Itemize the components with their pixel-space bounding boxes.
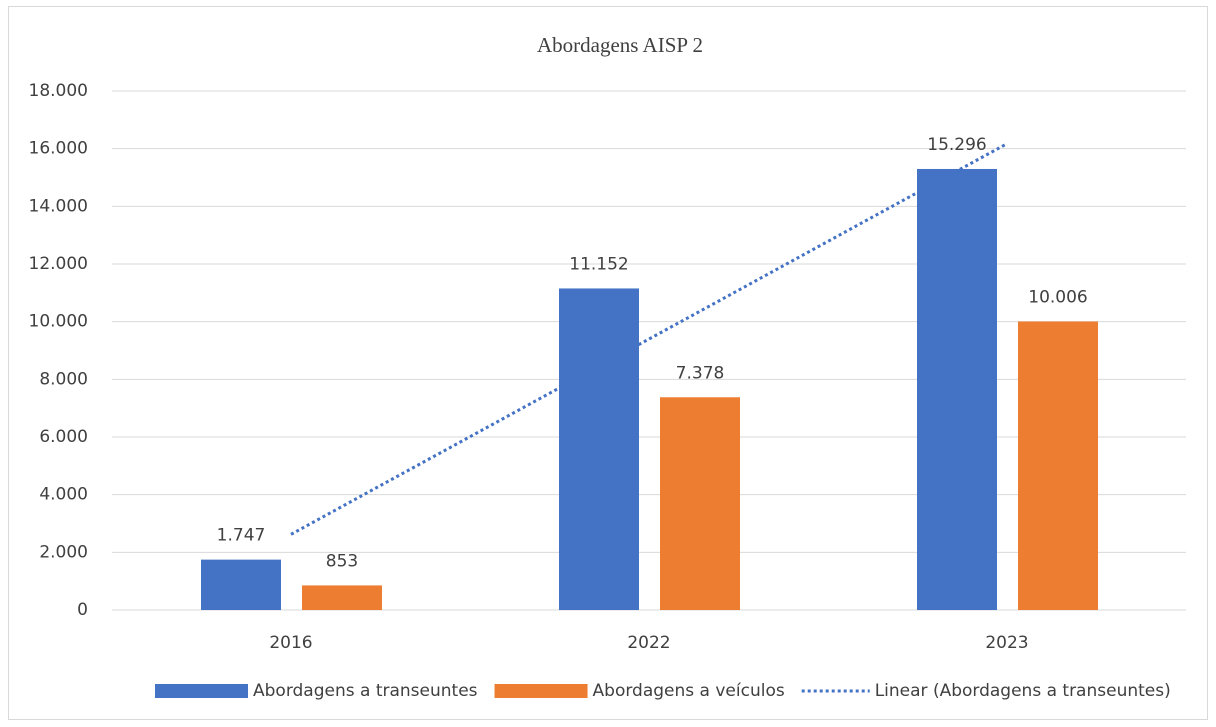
y-tick-label: 16.000: [29, 139, 88, 159]
data-label: 15.296: [927, 135, 986, 155]
data-label: 10.006: [1028, 287, 1087, 307]
bar: [1018, 321, 1098, 610]
legend-label: Abordagens a veículos: [593, 681, 785, 701]
data-label: 1.747: [217, 526, 266, 546]
x-tick-label: 2023: [985, 633, 1028, 653]
data-label: 853: [326, 551, 358, 571]
y-tick-label: 18.000: [29, 81, 88, 101]
trendline: [290, 142, 1008, 536]
x-tick-label: 2016: [269, 633, 312, 653]
y-tick-label: 8.000: [39, 369, 88, 389]
data-label: 7.378: [676, 363, 725, 383]
bar: [559, 288, 639, 610]
bar: [660, 397, 740, 610]
y-tick-label: 2.000: [39, 542, 88, 562]
x-tick-label: 2022: [627, 633, 670, 653]
bar: [302, 585, 382, 610]
y-tick-label: 4.000: [39, 485, 88, 505]
data-label: 11.152: [569, 254, 628, 274]
legend-label: Linear (Abordagens a transeuntes): [875, 681, 1171, 701]
y-tick-label: 6.000: [39, 427, 88, 447]
legend-swatch: [155, 684, 248, 698]
y-tick-label: 12.000: [29, 254, 88, 274]
chart-title: Abordagens AISP 2: [537, 33, 703, 57]
y-tick-label: 0: [77, 600, 88, 620]
bar: [917, 168, 997, 610]
legend-label: Abordagens a transeuntes: [253, 681, 478, 701]
y-tick-label: 14.000: [29, 196, 88, 216]
bar: [201, 559, 281, 610]
y-tick-label: 10.000: [29, 312, 88, 332]
legend-swatch: [494, 684, 588, 698]
